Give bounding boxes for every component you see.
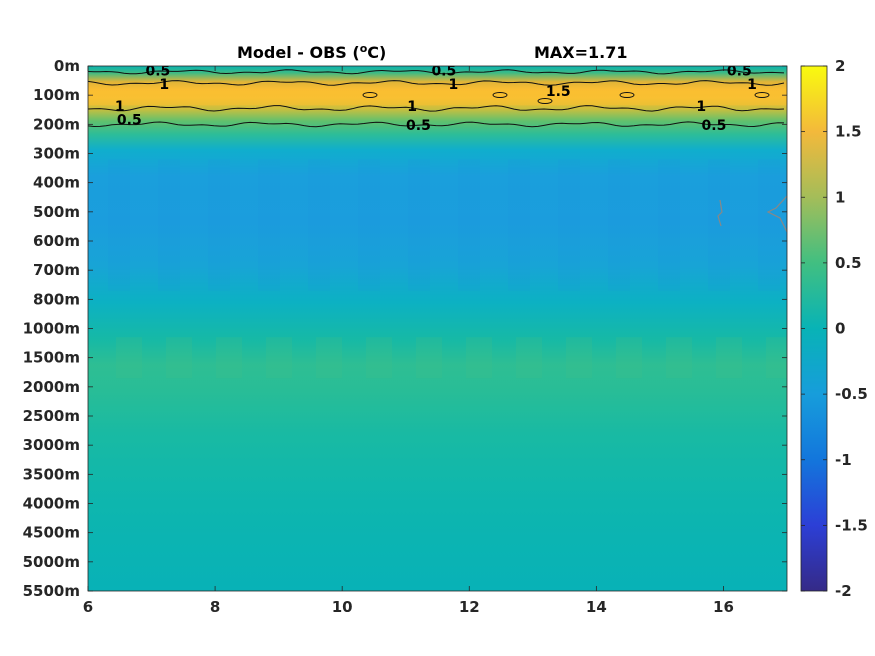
field-texture [116,337,142,379]
y-tick-label: 700m [33,261,80,279]
contour-label: 1.5 [546,84,571,100]
field-texture [566,337,592,379]
field-texture [358,159,380,291]
contour-label: 1 [696,99,706,115]
field-texture [308,159,330,291]
x-tick-label: 14 [586,598,607,616]
contour-label: 0.5 [145,64,170,80]
field-texture [316,337,342,379]
field-texture [658,159,680,291]
contour-line [88,69,785,75]
colorbar-tick-label: -1 [835,451,852,469]
contour-label: 1 [159,77,169,93]
y-tick-label: 500m [33,203,80,221]
field-texture [716,337,742,379]
field-texture [766,337,787,379]
contour-line [766,195,787,233]
contour-line [88,80,785,86]
colorbar-tick-label: 2 [835,57,845,75]
contour-label: 0.5 [702,118,727,134]
field-texture [666,337,692,379]
colorbar-tick-label: -1.5 [835,516,868,534]
colorbar-tick-label: 0 [835,320,845,338]
field-texture [458,159,480,291]
y-tick-label: 5500m [23,582,80,600]
field-texture [166,337,192,379]
contour-line [88,121,785,128]
field-texture [416,337,442,379]
colorbar-tick-label: -0.5 [835,385,868,403]
field-texture [466,337,492,379]
y-tick-label: 2500m [23,407,80,425]
y-tick-label: 800m [33,290,80,308]
y-tick-label: 1500m [23,349,80,367]
warm-band [88,90,787,106]
x-tick-label: 6 [83,598,93,616]
field-texture [366,337,392,379]
field-texture [108,159,130,291]
x-tick-label: 12 [459,598,480,616]
y-tick-label: 400m [33,174,80,192]
field-texture [158,159,180,291]
contour-label: 0.5 [117,112,142,128]
colorbar-tick-label: 1 [835,188,845,206]
contour-label: 0.5 [406,118,431,134]
contour-line [717,199,723,227]
colorbar-ticks: 2 1.5 1 0.5 0 -0.5 -1 -1.5 -2 [801,57,868,600]
y-tick-label: 3000m [23,436,80,454]
y-tick-label: 200m [33,115,80,133]
field-texture [558,159,580,291]
contour-label: 1 [449,77,459,93]
contour-line [362,92,378,98]
y-tick-label: 2000m [23,378,80,396]
field-texture [258,159,280,291]
colorbar-tick-label: 1.5 [835,123,862,141]
x-axis: 6 8 10 12 14 16 [83,66,734,616]
y-tick-label: 3500m [23,465,80,483]
field-texture [758,159,780,291]
field-texture [408,159,430,291]
contour-label: 1 [115,99,125,115]
field-texture [266,337,292,379]
contour-label: 1 [407,99,417,115]
y-tick-label: 0m [54,57,80,75]
x-tick-label: 10 [332,598,353,616]
field-texture [516,337,542,379]
x-tick-label: 16 [713,598,734,616]
max-label: MAX=1.71 [534,43,628,62]
contour-label: 0.5 [431,64,456,80]
y-tick-label: 300m [33,145,80,163]
field-texture [708,159,730,291]
field-texture [608,159,630,291]
contour-line [619,92,635,98]
contour-line [88,105,785,112]
heatmap-background [88,66,787,591]
field-texture [508,159,530,291]
y-axis: 0m 100m 200m 300m 400m 500m 600m 700m 800m 1000m 1… [23,57,787,600]
contour-label: 1 [747,77,757,93]
contour-line [537,98,553,104]
colorbar [800,65,828,592]
colorbar-tick-label: 0.5 [835,254,862,272]
y-tick-label: 1000m [23,320,80,338]
contour-line [492,92,508,98]
contour-label: 0.5 [727,64,752,80]
field-texture [216,337,242,379]
contour-line [754,92,770,98]
x-tick-label: 8 [210,598,220,616]
y-tick-label: 4000m [23,495,80,513]
colorbar-tick-label: -2 [835,582,852,600]
chart-title: Model - OBS (oC) [237,42,386,62]
y-tick-label: 600m [33,232,80,250]
field-texture [616,337,642,379]
y-tick-label: 5000m [23,553,80,571]
y-tick-label: 100m [33,86,80,104]
y-tick-label: 4500m [23,524,80,542]
contour-lines [88,69,787,233]
field-texture [208,159,230,291]
